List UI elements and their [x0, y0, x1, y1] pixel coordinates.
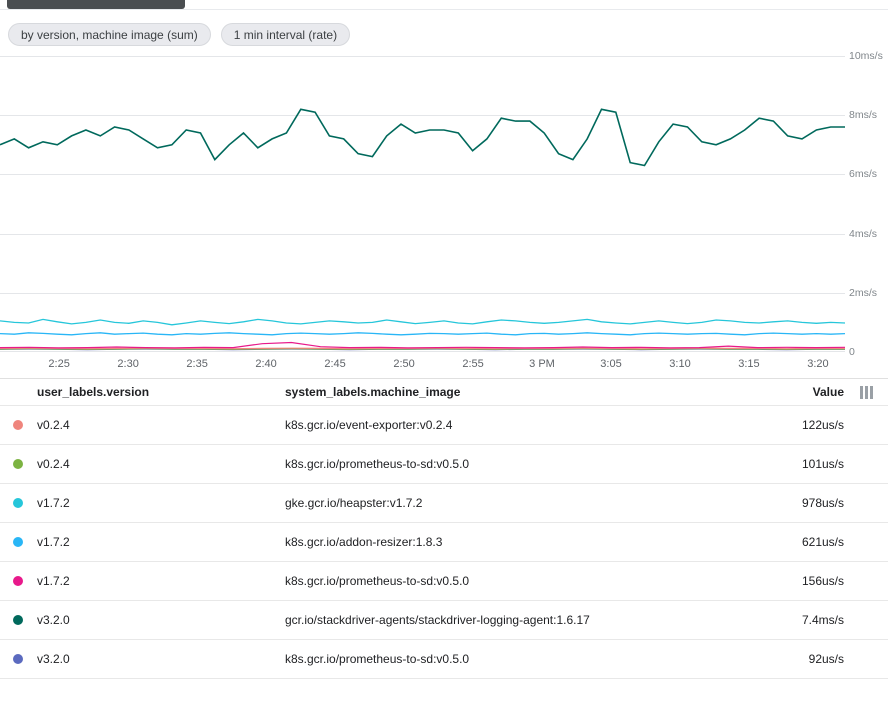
value-cell: 621us/s	[801, 535, 844, 549]
series-line[interactable]	[0, 332, 845, 336]
series-color-dot	[13, 654, 23, 664]
series-line[interactable]	[0, 318, 845, 326]
table-row[interactable]: v3.2.0 k8s.gcr.io/prometheus-to-sd:v0.5.0…	[0, 640, 888, 679]
version-cell: v0.2.4	[37, 457, 70, 471]
y-tick-label: 4ms/s	[849, 227, 878, 240]
column-header-machine-image[interactable]: system_labels.machine_image	[285, 385, 461, 399]
series-color-dot	[13, 420, 23, 430]
x-tick-label: 2:55	[462, 358, 484, 370]
aggregation-chip[interactable]: by version, machine image (sum)	[8, 23, 211, 46]
version-cell: v1.7.2	[37, 574, 70, 588]
series-color-dot	[13, 615, 23, 625]
x-axis-labels: 2:25 2:30 2:35 2:40 2:45 2:50 2:55 3 PM 3:05 3:10…	[0, 352, 845, 378]
table-header: user_labels.version system_labels.machin…	[0, 379, 888, 406]
series-line[interactable]	[0, 108, 845, 167]
table-row[interactable]: v1.7.2 k8s.gcr.io/prometheus-to-sd:v0.5.0…	[0, 562, 888, 601]
version-cell: v3.2.0	[37, 613, 70, 627]
table-row[interactable]: v0.2.4 k8s.gcr.io/prometheus-to-sd:v0.5.0…	[0, 445, 888, 484]
column-selector-icon[interactable]	[859, 385, 873, 399]
metrics-line-chart[interactable]: 10ms/s 8ms/s 6ms/s 4ms/s 2ms/s 0	[0, 50, 888, 358]
interval-chip[interactable]: 1 min interval (rate)	[220, 23, 351, 46]
x-tick-label: 3:05	[600, 358, 622, 370]
series-color-dot	[13, 537, 23, 547]
series-color-dot	[13, 576, 23, 586]
legend-dot-cell	[0, 654, 37, 664]
x-tick-label: 2:50	[393, 358, 415, 370]
table-row[interactable]: v3.2.0 gcr.io/stackdriver-agents/stackdri…	[0, 601, 888, 640]
machine-image-cell: gke.gcr.io/heapster:v1.7.2	[285, 496, 423, 510]
machine-image-cell: k8s.gcr.io/event-exporter:v0.2.4	[285, 418, 453, 432]
version-cell: v1.7.2	[37, 535, 70, 549]
legend-dot-cell	[0, 615, 37, 625]
top-divider	[0, 0, 888, 10]
y-tick-label: 6ms/s	[849, 168, 878, 181]
version-cell: v1.7.2	[37, 496, 70, 510]
series-line[interactable]	[0, 341, 845, 349]
machine-image-cell: gcr.io/stackdriver-agents/stackdriver-lo…	[285, 613, 590, 627]
legend-table: user_labels.version system_labels.machin…	[0, 378, 888, 679]
cropped-toolbar-control	[7, 0, 185, 9]
machine-image-cell: k8s.gcr.io/prometheus-to-sd:v0.5.0	[285, 457, 470, 471]
value-cell: 7.4ms/s	[801, 613, 844, 627]
x-tick-label: 3:20	[807, 358, 829, 370]
y-tick-label: 2ms/s	[849, 286, 878, 299]
legend-dot-cell	[0, 498, 37, 508]
machine-image-cell: k8s.gcr.io/prometheus-to-sd:v0.5.0	[285, 574, 470, 588]
machine-image-cell: k8s.gcr.io/prometheus-to-sd:v0.5.0	[285, 652, 470, 666]
x-tick-label: 2:30	[117, 358, 139, 370]
value-cell: 978us/s	[801, 496, 844, 510]
table-row[interactable]: v0.2.4 k8s.gcr.io/event-exporter:v0.2.4 12…	[0, 406, 888, 445]
x-tick-label: 2:25	[48, 358, 70, 370]
x-tick-label: 3:10	[669, 358, 691, 370]
machine-image-cell: k8s.gcr.io/addon-resizer:1.8.3	[285, 535, 443, 549]
legend-dot-cell	[0, 537, 37, 547]
legend-dot-cell	[0, 420, 37, 430]
column-header-value[interactable]: Value	[812, 385, 844, 399]
chart-plot-area[interactable]	[0, 56, 845, 352]
y-axis-labels: 10ms/s 8ms/s 6ms/s 4ms/s 2ms/s 0	[849, 50, 888, 358]
x-tick-label: 3 PM	[529, 358, 555, 370]
legend-dot-cell	[0, 459, 37, 469]
series-color-dot	[13, 498, 23, 508]
legend-dot-cell	[0, 576, 37, 586]
y-tick-label: 10ms/s	[849, 50, 883, 62]
x-tick-label: 2:45	[324, 358, 346, 370]
x-tick-label: 2:40	[255, 358, 277, 370]
column-header-version[interactable]: user_labels.version	[37, 385, 150, 399]
y-tick-label: 0	[849, 346, 855, 358]
y-tick-label: 8ms/s	[849, 109, 878, 122]
x-tick-label: 2:35	[186, 358, 208, 370]
chart-options-row: by version, machine image (sum) 1 min in…	[0, 10, 888, 46]
value-cell: 101us/s	[801, 457, 844, 471]
table-body: v0.2.4 k8s.gcr.io/event-exporter:v0.2.4 12…	[0, 406, 888, 679]
version-cell: v3.2.0	[37, 652, 70, 666]
value-cell: 92us/s	[808, 652, 844, 666]
x-tick-label: 3:15	[738, 358, 760, 370]
value-cell: 156us/s	[801, 574, 844, 588]
version-cell: v0.2.4	[37, 418, 70, 432]
value-cell: 122us/s	[801, 418, 844, 432]
series-color-dot	[13, 459, 23, 469]
table-row[interactable]: v1.7.2 k8s.gcr.io/addon-resizer:1.8.3 621u…	[0, 523, 888, 562]
table-row[interactable]: v1.7.2 gke.gcr.io/heapster:v1.7.2 978us/s	[0, 484, 888, 523]
